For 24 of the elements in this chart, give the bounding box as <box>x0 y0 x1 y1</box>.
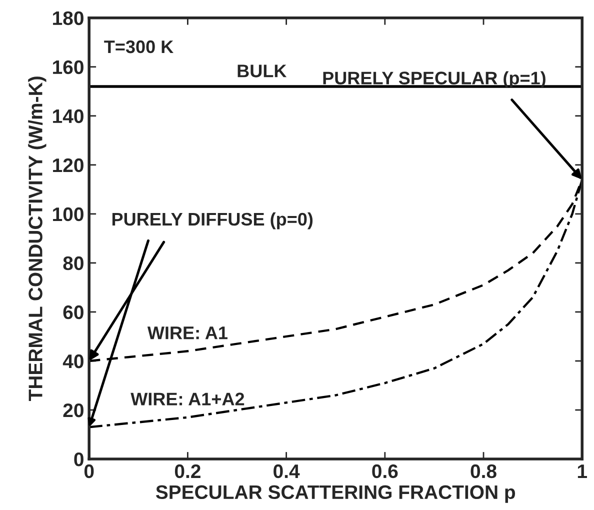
x-tick-label: 1 <box>578 464 587 478</box>
x-tick-label: 0.4 <box>274 464 300 478</box>
series-label: WIRE: A1+A2 <box>130 392 244 406</box>
y-tick-label: 140 <box>53 109 84 124</box>
x-axis-title: SPECULAR SCATTERING FRACTION p <box>156 485 516 503</box>
x-tick-label: 0.8 <box>470 464 496 478</box>
y-tick-label: 120 <box>53 158 84 172</box>
y-tick-label: 160 <box>53 60 84 74</box>
y-tick-label: 40 <box>62 354 84 368</box>
y-tick-label: 60 <box>63 305 84 320</box>
annotation: PURELY SPECULAR (p=1) <box>323 71 546 88</box>
y-tick-label: 100 <box>53 207 84 222</box>
annotation: T=300 K <box>104 40 174 54</box>
ref-line-label: BULK <box>238 64 287 78</box>
x-tick-label: 0.2 <box>174 464 200 478</box>
y-tick-label: 20 <box>63 403 84 418</box>
series-label: WIRE: A1 <box>147 326 228 340</box>
y-axis-title: THERMAL CONDUCTIVITY (W/m-K) <box>28 76 46 401</box>
y-tick-label: 0 <box>74 452 84 466</box>
annotation: PURELY DIFFUSE (p=0) <box>112 212 313 230</box>
x-tick-label: 0.6 <box>372 464 398 478</box>
x-tick-label: 0 <box>84 464 94 478</box>
y-tick-label: 80 <box>63 256 84 270</box>
y-tick-label: 180 <box>53 11 84 26</box>
